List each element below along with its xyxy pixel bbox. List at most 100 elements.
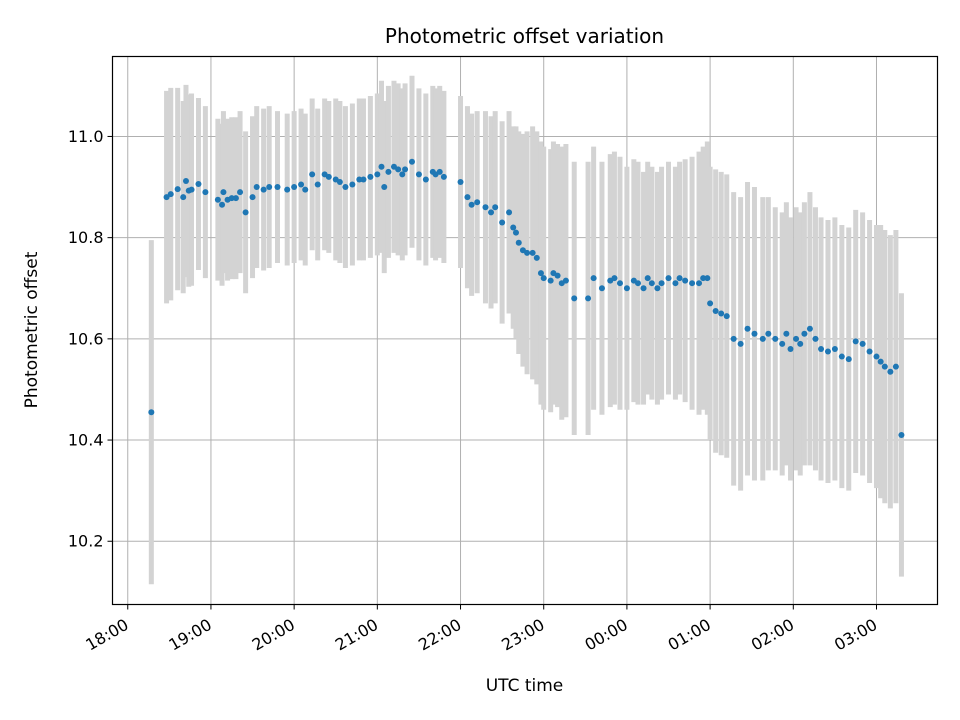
data-point bbox=[506, 209, 513, 216]
data-point bbox=[325, 173, 332, 180]
data-point bbox=[266, 184, 273, 191]
data-point bbox=[284, 186, 291, 193]
data-point bbox=[765, 330, 772, 337]
data-point bbox=[336, 178, 343, 185]
data-point bbox=[783, 330, 790, 337]
data-point bbox=[163, 194, 170, 201]
data-point bbox=[838, 353, 845, 360]
data-point bbox=[232, 195, 239, 202]
data-point bbox=[309, 171, 316, 178]
data-point bbox=[524, 249, 531, 256]
data-point bbox=[585, 295, 592, 302]
data-point bbox=[623, 285, 630, 292]
data-point bbox=[253, 184, 260, 191]
data-point bbox=[378, 163, 385, 170]
data-point bbox=[260, 186, 267, 193]
data-point bbox=[182, 177, 189, 184]
data-point bbox=[712, 308, 719, 315]
data-point bbox=[700, 275, 707, 282]
data-point bbox=[751, 330, 758, 337]
data-point bbox=[873, 353, 880, 360]
data-point bbox=[590, 275, 597, 282]
data-point bbox=[440, 173, 447, 180]
data-point bbox=[852, 338, 859, 345]
data-point bbox=[499, 219, 506, 226]
data-point bbox=[515, 239, 522, 246]
data-point bbox=[422, 176, 429, 183]
data-point bbox=[845, 356, 852, 363]
data-point bbox=[512, 229, 519, 236]
y-tick-label: 10.8 bbox=[68, 228, 104, 247]
data-point bbox=[824, 348, 831, 355]
data-point bbox=[214, 196, 221, 203]
data-point bbox=[537, 270, 544, 277]
data-point bbox=[399, 171, 406, 178]
data-point bbox=[385, 168, 392, 175]
data-point bbox=[356, 176, 363, 183]
data-point bbox=[291, 184, 298, 191]
data-point bbox=[787, 345, 794, 352]
data-point bbox=[812, 335, 819, 342]
data-point bbox=[707, 300, 714, 307]
data-point bbox=[672, 280, 679, 287]
y-tick-label: 10.2 bbox=[68, 532, 104, 551]
data-point bbox=[436, 168, 443, 175]
data-point bbox=[772, 335, 779, 342]
data-point bbox=[665, 275, 672, 282]
data-point bbox=[529, 249, 536, 256]
data-point bbox=[797, 340, 804, 347]
data-point bbox=[415, 171, 422, 178]
data-point bbox=[533, 254, 540, 261]
y-tick-label: 10.6 bbox=[68, 329, 104, 348]
data-point bbox=[464, 194, 471, 201]
data-point bbox=[571, 295, 578, 302]
data-point bbox=[408, 158, 415, 165]
data-point bbox=[759, 335, 766, 342]
data-point bbox=[887, 368, 894, 375]
data-point bbox=[635, 280, 642, 287]
data-point bbox=[644, 275, 651, 282]
data-point bbox=[611, 275, 618, 282]
data-point bbox=[547, 277, 554, 284]
data-point bbox=[881, 363, 888, 370]
data-point bbox=[704, 275, 711, 282]
data-point bbox=[510, 224, 517, 231]
data-point bbox=[737, 340, 744, 347]
data-point bbox=[801, 330, 808, 337]
data-point bbox=[598, 285, 605, 292]
y-axis: 10.2 10.4 10.6 10.8 11.0 bbox=[68, 127, 113, 551]
data-point bbox=[658, 280, 665, 287]
data-point bbox=[866, 348, 873, 355]
x-axis-label: UTC time bbox=[486, 676, 564, 696]
data-point bbox=[488, 209, 495, 216]
data-point bbox=[249, 194, 256, 201]
data-point bbox=[381, 184, 388, 191]
data-point bbox=[367, 173, 374, 180]
data-point bbox=[298, 181, 305, 188]
data-point bbox=[349, 181, 356, 188]
data-point bbox=[457, 178, 464, 185]
data-point bbox=[237, 189, 244, 196]
data-point bbox=[174, 186, 181, 193]
data-point bbox=[188, 186, 195, 193]
data-point bbox=[616, 280, 623, 287]
data-point bbox=[302, 186, 309, 193]
data-point bbox=[562, 277, 569, 284]
data-point bbox=[818, 345, 825, 352]
data-point bbox=[402, 166, 409, 173]
data-point bbox=[892, 363, 899, 370]
data-point bbox=[676, 275, 683, 282]
y-tick-label: 11.0 bbox=[68, 127, 104, 146]
data-point bbox=[859, 340, 866, 347]
data-point bbox=[540, 275, 547, 282]
data-point bbox=[148, 409, 155, 416]
data-point bbox=[648, 280, 655, 287]
y-axis-label: Photometric offset bbox=[22, 251, 42, 408]
data-point bbox=[779, 340, 786, 347]
data-point bbox=[696, 280, 703, 287]
data-point bbox=[492, 204, 499, 211]
data-point bbox=[219, 201, 226, 208]
data-point bbox=[274, 184, 281, 191]
chart-title: Photometric offset variation bbox=[385, 24, 664, 48]
